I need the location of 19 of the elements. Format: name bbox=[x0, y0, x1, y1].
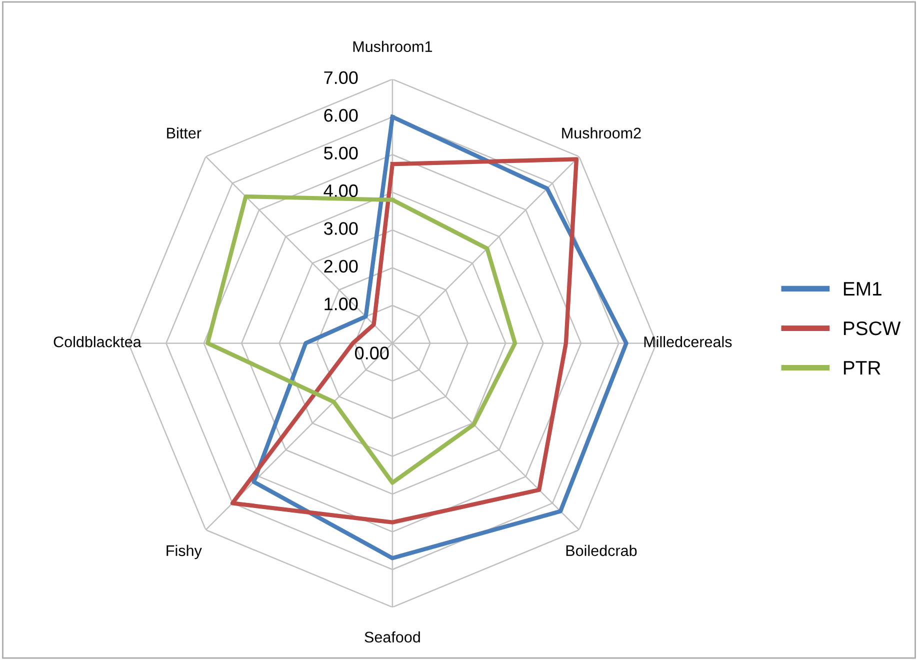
spoke-label: Milledcereals bbox=[644, 336, 732, 348]
spoke-label: Seafood bbox=[364, 631, 420, 643]
legend-label: PSCW bbox=[844, 321, 901, 336]
y-tick-label: 3.00 bbox=[324, 222, 358, 235]
y-tick-label: 0.00 bbox=[355, 346, 389, 360]
y-tick-label: 7.00 bbox=[324, 71, 358, 84]
legend-label: EM1 bbox=[844, 282, 882, 296]
y-tick-label: 5.00 bbox=[324, 146, 358, 160]
spoke-label: Bitter bbox=[167, 127, 202, 139]
spoke-label: Boiledcrab bbox=[566, 544, 637, 556]
legend-label: PTR bbox=[844, 361, 880, 375]
y-tick-label: 2.00 bbox=[324, 260, 358, 273]
spoke-label: Mushroom2 bbox=[562, 127, 641, 139]
y-tick-label: 1.00 bbox=[324, 298, 358, 310]
y-tick-label: 6.00 bbox=[324, 108, 358, 122]
spoke-label: Mushroom1 bbox=[353, 40, 432, 52]
spoke-label: Fishy bbox=[166, 544, 202, 560]
y-tick-label: 4.00 bbox=[324, 184, 358, 198]
spoke-label: Coldblacktea bbox=[54, 336, 142, 348]
